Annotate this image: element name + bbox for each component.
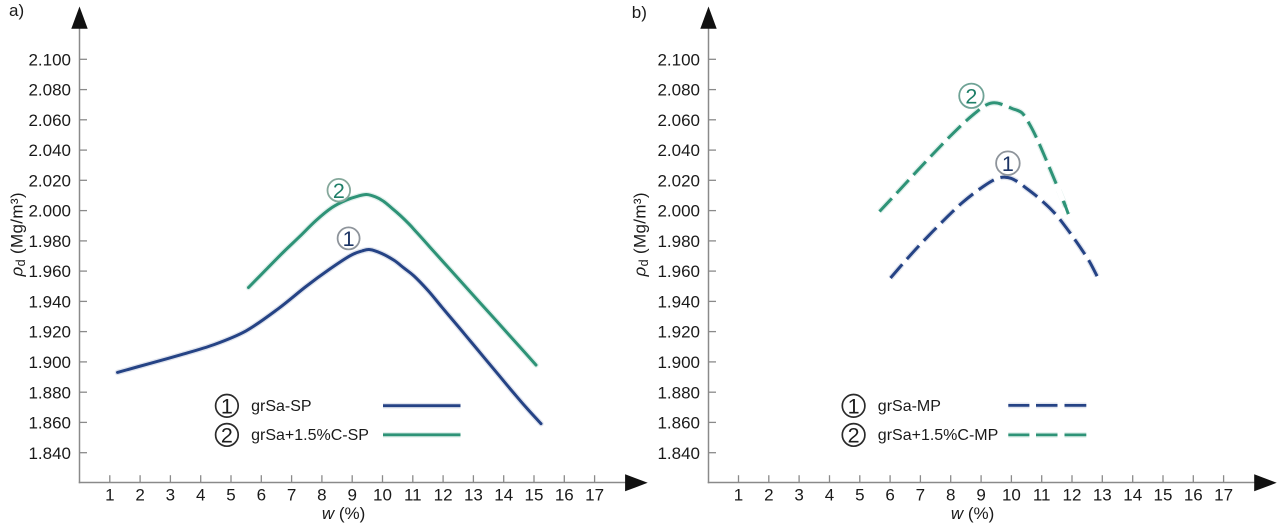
svg-text:2.040: 2.040 xyxy=(28,141,71,160)
svg-text:16: 16 xyxy=(1184,486,1203,505)
svg-text:2.040: 2.040 xyxy=(657,141,700,160)
svg-text:grSa+1.5%C-MP: grSa+1.5%C-MP xyxy=(878,427,999,444)
svg-text:3: 3 xyxy=(166,486,175,505)
svg-text:2.060: 2.060 xyxy=(28,111,71,130)
svg-text:1.960: 1.960 xyxy=(657,262,700,281)
svg-text:2: 2 xyxy=(764,486,773,505)
svg-text:1.920: 1.920 xyxy=(28,323,71,342)
svg-text:2: 2 xyxy=(135,486,144,505)
svg-text:1: 1 xyxy=(1002,152,1014,176)
svg-text:11: 11 xyxy=(1033,486,1051,505)
svg-text:2.000: 2.000 xyxy=(28,202,71,221)
svg-text:13: 13 xyxy=(464,486,483,505)
svg-text:17: 17 xyxy=(1214,486,1233,505)
svg-text:1: 1 xyxy=(734,486,743,505)
svg-text:1.920: 1.920 xyxy=(657,323,700,342)
svg-text:2.080: 2.080 xyxy=(657,81,700,100)
svg-text:4: 4 xyxy=(196,486,205,505)
svg-text:2.020: 2.020 xyxy=(657,171,700,190)
svg-text:1.980: 1.980 xyxy=(657,232,700,251)
svg-text:10: 10 xyxy=(1002,486,1021,505)
svg-text:2: 2 xyxy=(965,84,977,108)
svg-text:w (%): w (%) xyxy=(951,504,994,523)
svg-text:3: 3 xyxy=(794,486,803,505)
svg-text:grSa-MP: grSa-MP xyxy=(878,398,941,415)
svg-text:1: 1 xyxy=(848,394,860,418)
svg-text:2.080: 2.080 xyxy=(28,81,71,100)
svg-text:ρd (Mg/m³): ρd (Mg/m³) xyxy=(631,192,652,277)
svg-text:17: 17 xyxy=(585,486,604,505)
svg-text:12: 12 xyxy=(1063,486,1082,505)
svg-text:1.940: 1.940 xyxy=(657,293,700,312)
svg-text:2.020: 2.020 xyxy=(28,171,71,190)
svg-text:1.940: 1.940 xyxy=(28,293,71,312)
svg-text:1.900: 1.900 xyxy=(657,353,700,372)
svg-text:5: 5 xyxy=(226,486,235,505)
svg-text:ρd (Mg/m³): ρd (Mg/m³) xyxy=(8,192,29,277)
svg-text:7: 7 xyxy=(287,486,296,505)
svg-text:14: 14 xyxy=(1123,486,1142,505)
svg-text:6: 6 xyxy=(257,486,266,505)
svg-text:1: 1 xyxy=(105,486,114,505)
svg-text:grSa-SP: grSa-SP xyxy=(251,398,311,415)
svg-text:2: 2 xyxy=(848,424,860,448)
svg-text:9: 9 xyxy=(976,486,985,505)
svg-text:1.980: 1.980 xyxy=(28,232,71,251)
svg-text:9: 9 xyxy=(347,486,356,505)
svg-text:a): a) xyxy=(9,1,24,20)
svg-text:1.840: 1.840 xyxy=(657,444,700,463)
svg-text:11: 11 xyxy=(404,486,422,505)
svg-text:b): b) xyxy=(632,3,647,22)
svg-text:1.860: 1.860 xyxy=(28,414,71,433)
svg-text:5: 5 xyxy=(855,486,864,505)
svg-text:1.860: 1.860 xyxy=(657,414,700,433)
svg-text:14: 14 xyxy=(494,486,513,505)
svg-text:15: 15 xyxy=(1154,486,1173,505)
svg-text:7: 7 xyxy=(916,486,925,505)
svg-text:4: 4 xyxy=(825,486,834,505)
svg-text:16: 16 xyxy=(555,486,574,505)
svg-text:13: 13 xyxy=(1093,486,1112,505)
svg-text:1.960: 1.960 xyxy=(28,262,71,281)
svg-text:2: 2 xyxy=(333,179,345,203)
svg-text:2: 2 xyxy=(221,424,233,448)
svg-text:2.100: 2.100 xyxy=(28,50,71,69)
svg-text:1.900: 1.900 xyxy=(28,353,71,372)
svg-text:w (%): w (%) xyxy=(322,504,365,523)
svg-text:8: 8 xyxy=(946,486,955,505)
svg-text:1.840: 1.840 xyxy=(28,444,71,463)
svg-text:10: 10 xyxy=(373,486,392,505)
svg-text:1: 1 xyxy=(221,394,233,418)
svg-text:2.000: 2.000 xyxy=(657,202,700,221)
svg-text:8: 8 xyxy=(317,486,326,505)
svg-text:1.880: 1.880 xyxy=(657,383,700,402)
svg-text:12: 12 xyxy=(434,486,453,505)
svg-text:2.060: 2.060 xyxy=(657,111,700,130)
svg-text:15: 15 xyxy=(525,486,544,505)
svg-text:1: 1 xyxy=(343,227,355,251)
svg-text:2.100: 2.100 xyxy=(657,50,700,69)
svg-text:6: 6 xyxy=(885,486,894,505)
svg-text:grSa+1.5%C-SP: grSa+1.5%C-SP xyxy=(251,427,369,444)
svg-text:1.880: 1.880 xyxy=(28,383,71,402)
